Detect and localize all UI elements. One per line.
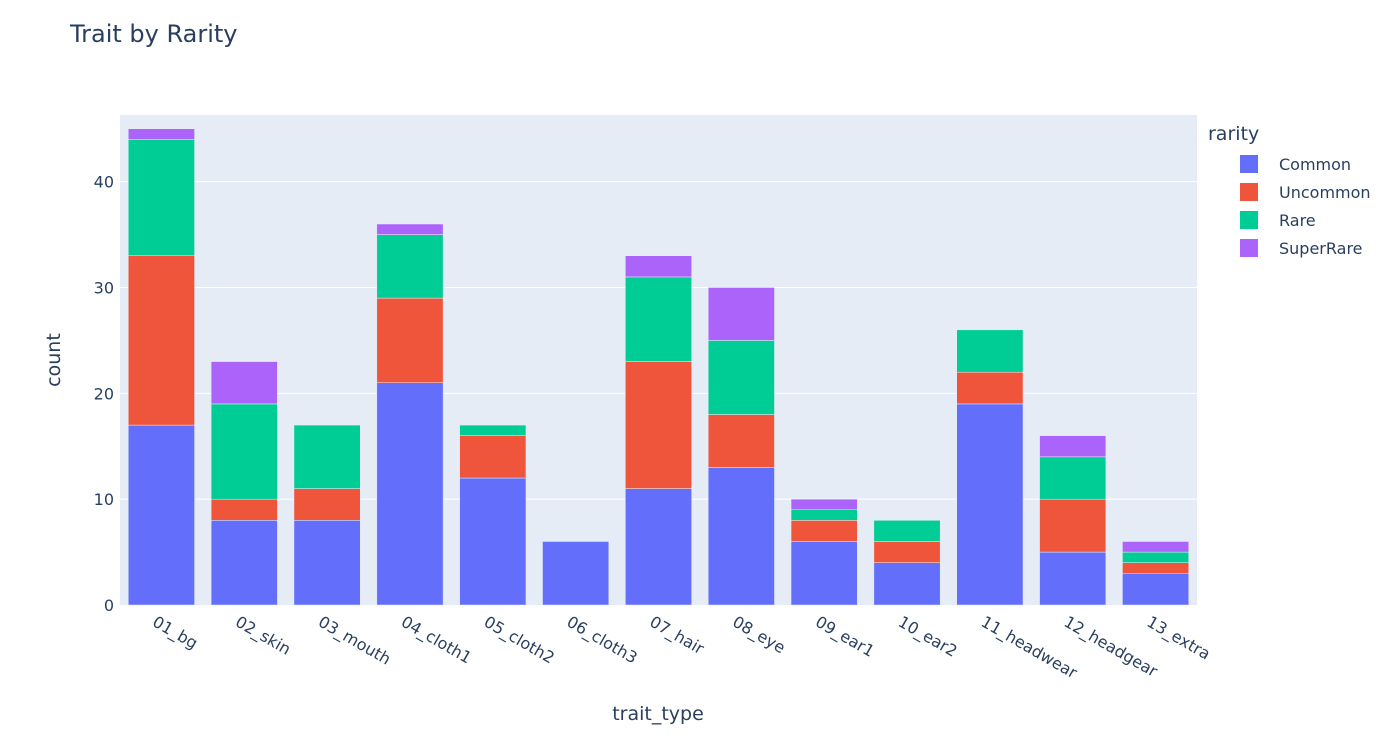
legend-swatch-rare [1240, 211, 1258, 229]
y-axis-title: count [43, 333, 65, 387]
bar-12-headgear-rare [1039, 456, 1107, 500]
bar-02-skin-superrare [210, 361, 278, 405]
bar-06-cloth3-common [542, 541, 610, 606]
bar-08-eye-rare [707, 340, 775, 415]
bar-02-skin-uncommon [210, 498, 278, 521]
y-tick-label: 0 [104, 596, 114, 615]
y-tick-label: 30 [94, 279, 114, 298]
x-tick-label: 06_cloth3 [563, 612, 641, 668]
x-tick-label: 04_cloth1 [397, 612, 475, 668]
bar-05-cloth2-uncommon [459, 435, 527, 479]
bar-04-cloth1-uncommon [376, 297, 444, 384]
bar-07-hair-common [625, 488, 692, 606]
bar-03-mouth-uncommon [293, 488, 361, 521]
legend-title: rarity [1208, 123, 1259, 145]
bar-03-mouth-common [293, 520, 361, 606]
bar-07-hair-uncommon [625, 361, 692, 489]
bars [128, 128, 1189, 606]
x-tick-label: 13_extra [1143, 612, 1214, 664]
bar-08-eye-common [707, 467, 775, 606]
x-tick-label: 09_ear1 [812, 612, 878, 662]
bar-13-extra-uncommon [1122, 562, 1189, 574]
bar-04-cloth1-rare [376, 234, 444, 299]
bar-08-eye-uncommon [707, 414, 775, 468]
x-axis-title: trait_type [612, 703, 704, 725]
bar-11-headwear-uncommon [956, 371, 1024, 405]
bar-08-eye-superrare [707, 287, 775, 341]
y-tick-label: 20 [94, 384, 114, 403]
legend: rarity Common Uncommon Rare SuperRare [1208, 123, 1371, 258]
bar-12-headgear-uncommon [1039, 498, 1107, 553]
bar-12-headgear-common [1039, 551, 1107, 606]
x-tick-labels: 01_bg 02_skin 03_mouth 04_cloth1 05_cloth2 06… [149, 612, 1214, 683]
x-tick-label: 02_skin [232, 612, 294, 660]
bar-03-mouth-rare [293, 424, 361, 489]
bar-13-extra-common [1122, 573, 1189, 606]
bar-10-ear2-common [873, 562, 941, 606]
x-tick-label: 10_ear2 [895, 612, 961, 662]
x-tick-label: 01_bg [149, 612, 201, 654]
legend-swatch-common [1240, 155, 1258, 173]
bar-05-cloth2-rare [459, 424, 527, 436]
legend-item-superrare: SuperRare [1279, 239, 1363, 258]
y-tick-label: 40 [94, 173, 114, 192]
bar-13-extra-superrare [1122, 541, 1189, 553]
bar-13-extra-rare [1122, 551, 1189, 563]
bar-01-bg-uncommon [128, 255, 195, 426]
y-tick-label: 10 [94, 490, 114, 509]
bar-11-headwear-rare [956, 329, 1024, 373]
x-tick-label: 03_mouth [315, 612, 395, 669]
bar-07-hair-rare [625, 276, 692, 362]
legend-item-rare: Rare [1279, 211, 1316, 230]
bar-01-bg-rare [128, 139, 195, 257]
bar-01-bg-common [128, 424, 195, 606]
bar-12-headgear-superrare [1039, 435, 1107, 458]
x-tick-label: 08_eye [729, 612, 789, 658]
bar-01-bg-superrare [128, 128, 195, 140]
y-tick-labels: 0 10 20 30 40 [94, 173, 114, 615]
bar-09-ear1-superrare [790, 498, 858, 511]
legend-item-uncommon: Uncommon [1279, 183, 1371, 202]
bar-04-cloth1-common [376, 382, 444, 606]
bar-10-ear2-rare [873, 520, 941, 542]
bar-04-cloth1-superrare [376, 223, 444, 235]
bar-09-ear1-uncommon [790, 520, 858, 542]
x-tick-label: 05_cloth2 [480, 612, 558, 668]
bar-05-cloth2-common [459, 477, 527, 606]
x-tick-label: 07_hair [646, 612, 708, 659]
bar-09-ear1-common [790, 541, 858, 606]
bar-02-skin-rare [210, 403, 278, 500]
legend-swatch-superrare [1240, 239, 1258, 257]
bar-07-hair-superrare [625, 255, 692, 278]
bar-10-ear2-uncommon [873, 541, 941, 563]
bar-11-headwear-common [956, 403, 1024, 606]
legend-swatch-uncommon [1240, 183, 1258, 201]
legend-item-common: Common [1279, 155, 1351, 174]
bar-02-skin-common [210, 520, 278, 606]
chart-title: Trait by Rarity [69, 20, 237, 48]
bar-09-ear1-rare [790, 509, 858, 521]
